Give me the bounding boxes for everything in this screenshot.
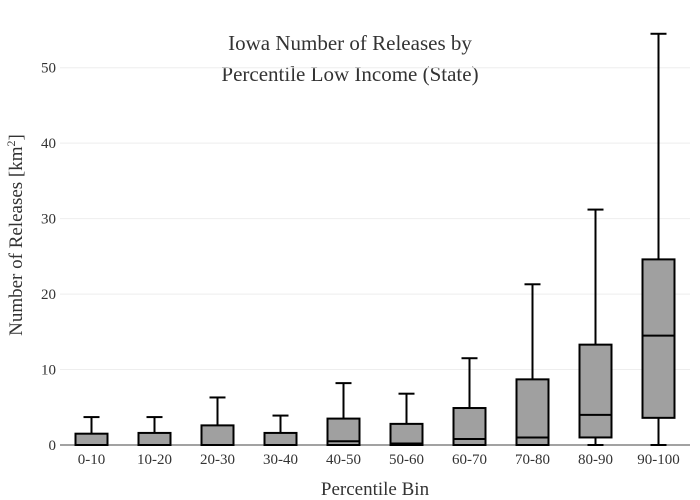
iqr-box — [515, 378, 550, 447]
y-tick-label: 20 — [41, 287, 56, 303]
chart-title-line-2: Percentile Low Income (State) — [221, 62, 478, 86]
x-tick-label: 60-70 — [452, 452, 487, 468]
y-axis-title-superscript: 2 — [4, 140, 18, 146]
x-tick-label: 0-10 — [78, 452, 106, 468]
y-axis-ticks: 0 10 20 30 40 50 — [41, 61, 56, 454]
x-tick-label: 30-40 — [263, 452, 298, 468]
x-tick-label: 80-90 — [578, 452, 613, 468]
iqr-box — [137, 431, 172, 447]
box-70-80 — [515, 283, 550, 447]
iqr-box — [263, 431, 298, 447]
iqr-box — [578, 343, 613, 439]
box-10-20 — [137, 416, 172, 447]
x-tick-label: 10-20 — [137, 452, 172, 468]
chart-title-line-1: Iowa Number of Releases by — [228, 31, 472, 55]
x-tick-label: 20-30 — [200, 452, 235, 468]
box-50-60 — [389, 392, 424, 447]
box-60-70 — [452, 357, 487, 447]
x-tick-label: 50-60 — [389, 452, 424, 468]
y-axis-title-main: Number of Releases [km — [6, 146, 27, 336]
y-tick-label: 0 — [49, 438, 57, 454]
y-tick-label: 50 — [41, 61, 56, 77]
x-tick-label: 70-80 — [515, 452, 550, 468]
iqr-box — [641, 258, 676, 419]
y-tick-label: 30 — [41, 212, 56, 228]
y-axis-title-end: ] — [6, 134, 27, 140]
x-axis-title: Percentile Bin — [321, 479, 430, 500]
y-tick-label: 10 — [41, 363, 56, 379]
x-tick-label: 90-100 — [637, 452, 680, 468]
y-axis-title: Number of Releases [km2] — [4, 134, 27, 336]
iqr-box — [389, 422, 424, 447]
box-90-100 — [641, 32, 676, 446]
x-tick-label: 40-50 — [326, 452, 361, 468]
iqr-box — [74, 432, 109, 447]
x-axis-ticks: 0-10 10-20 20-30 30-40 40-50 50-60 60-70 70-80 8… — [78, 452, 680, 468]
box-30-40 — [263, 414, 298, 447]
box-40-50 — [326, 382, 361, 447]
box-0-10 — [74, 416, 109, 447]
box-20-30 — [200, 396, 235, 446]
box-series — [74, 32, 676, 447]
box-80-90 — [578, 208, 613, 446]
iqr-box — [200, 424, 235, 446]
y-tick-label: 40 — [41, 136, 56, 152]
